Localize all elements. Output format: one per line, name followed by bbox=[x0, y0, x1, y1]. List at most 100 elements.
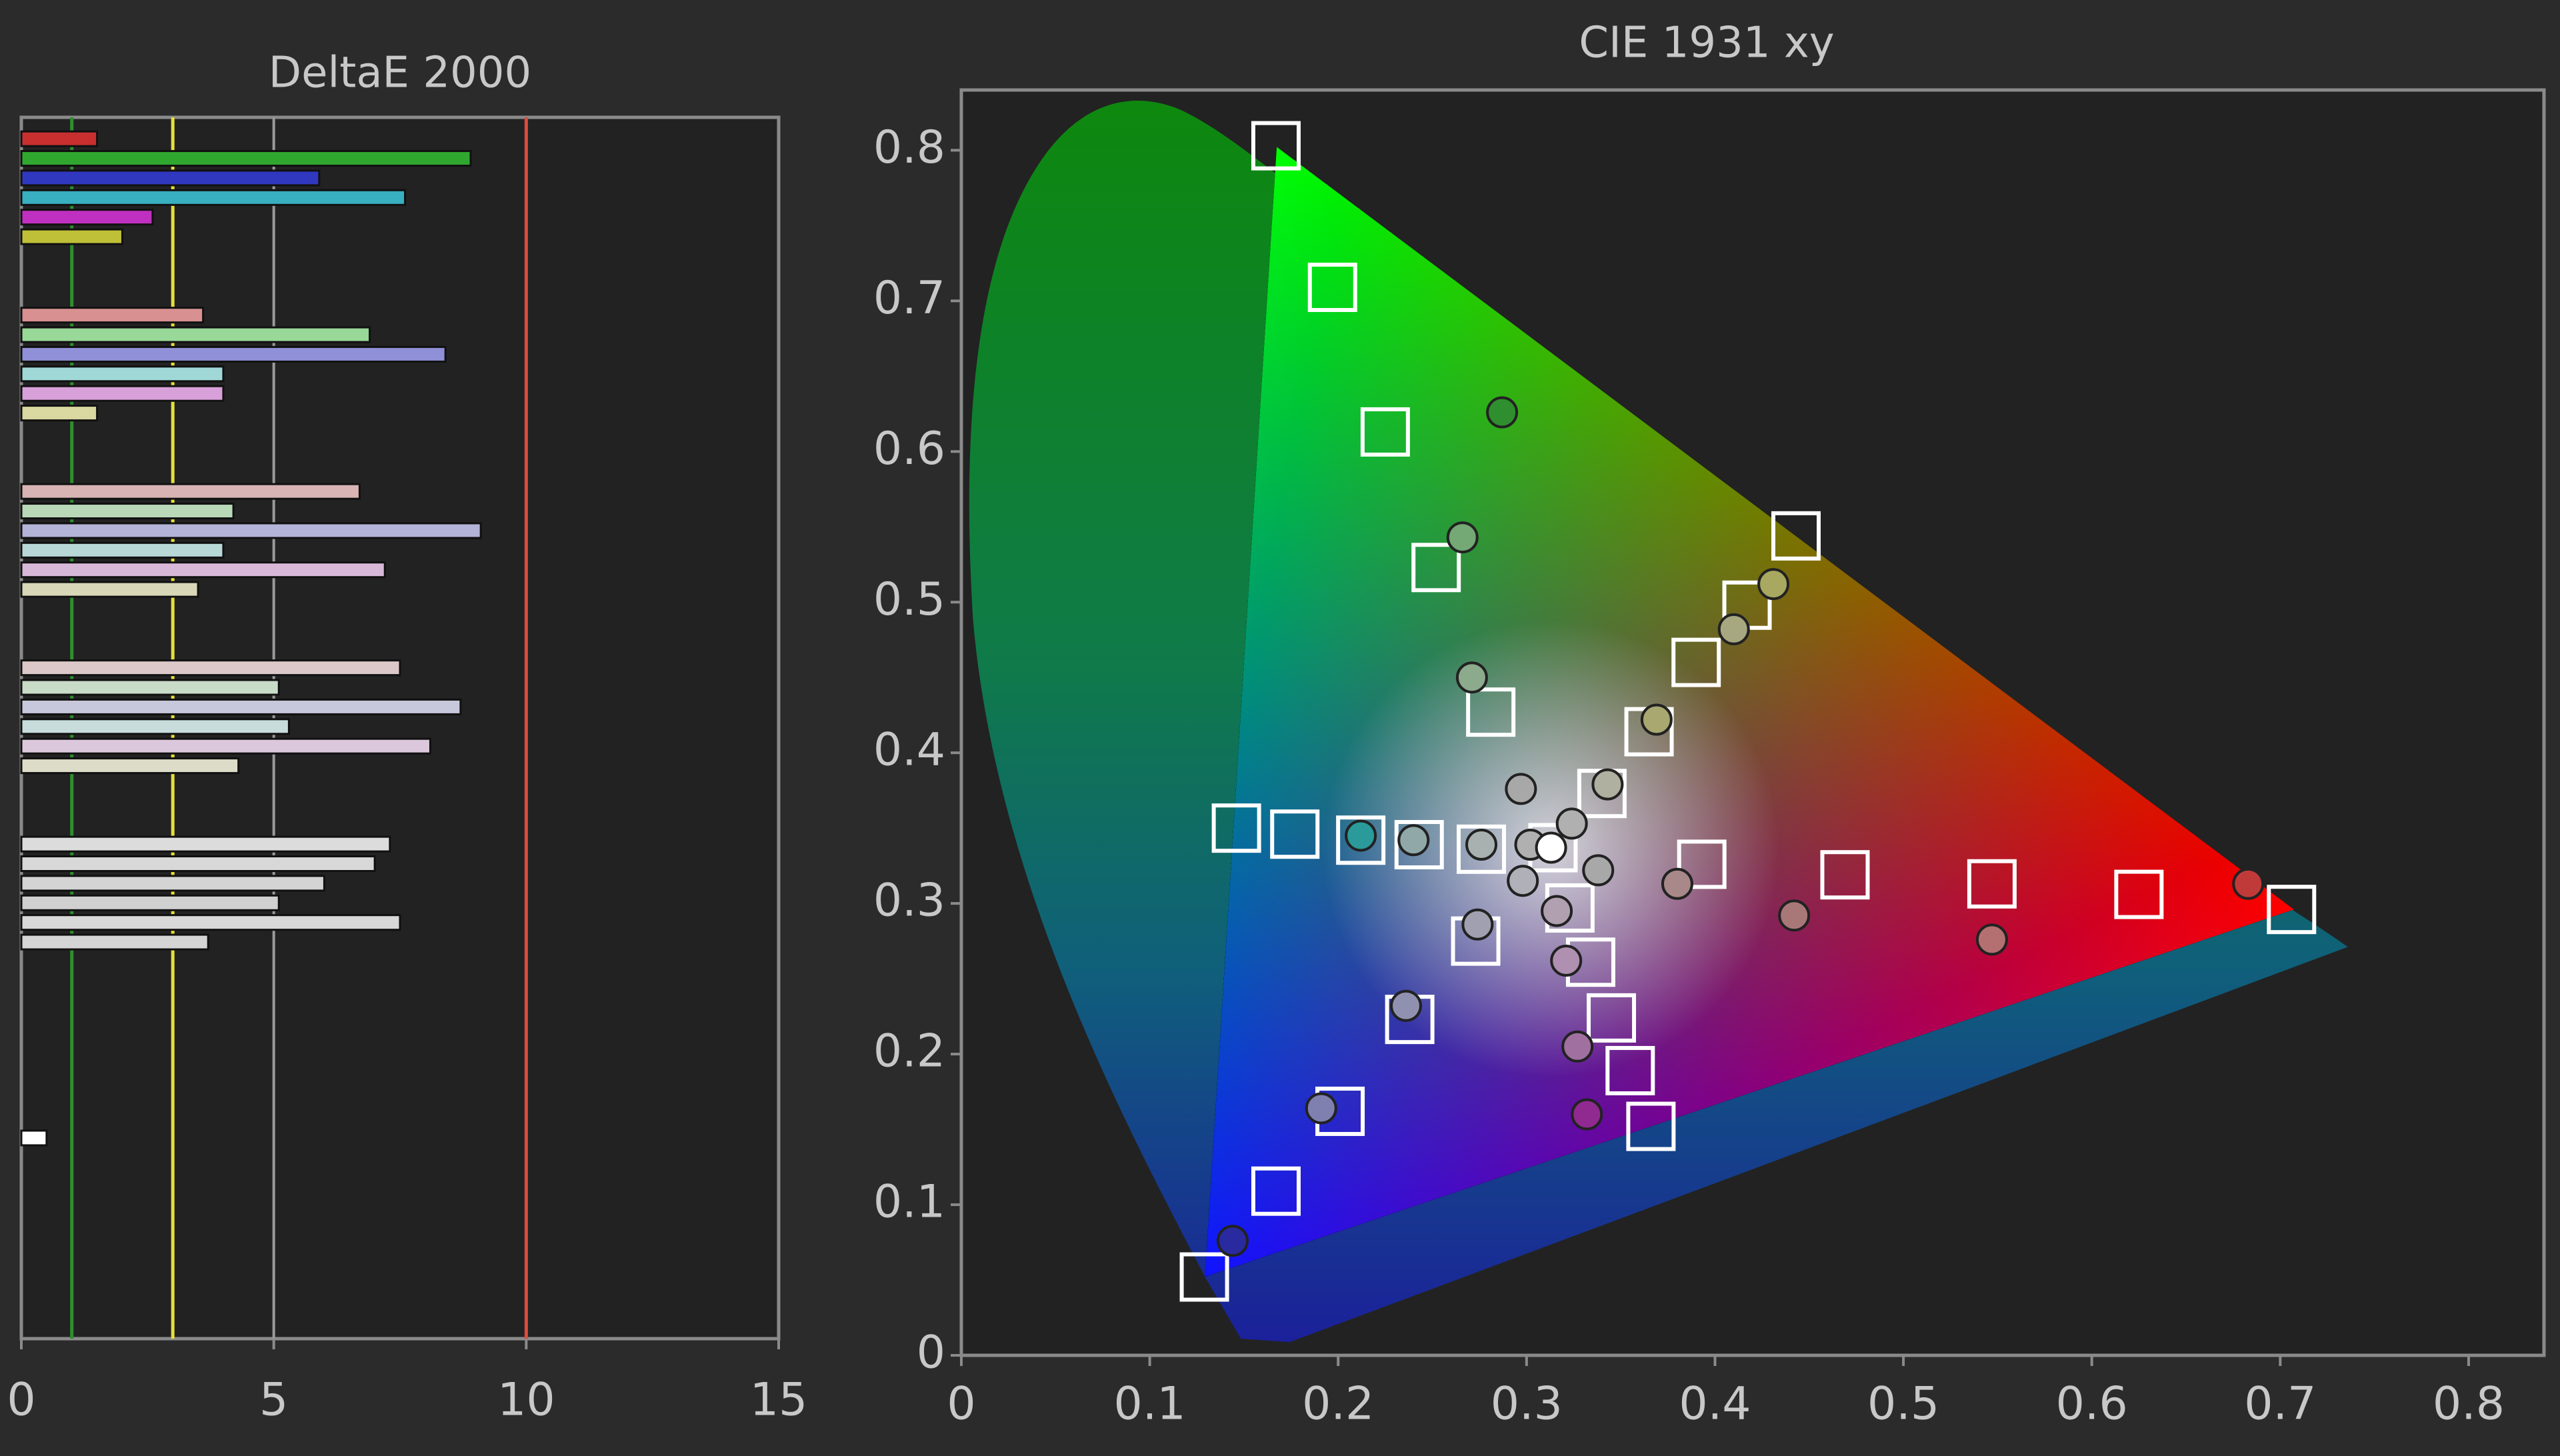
measured-point bbox=[1305, 1092, 1337, 1125]
y-tick-label: 0.5 bbox=[873, 573, 945, 626]
measured-point bbox=[1216, 1225, 1249, 1257]
bar bbox=[20, 914, 401, 931]
measured-point bbox=[1505, 773, 1537, 805]
target-marker bbox=[2267, 885, 2317, 935]
bar bbox=[20, 169, 321, 187]
x-tick-label: 0.4 bbox=[1679, 1378, 1751, 1431]
x-tick-label: 0.2 bbox=[1302, 1378, 1374, 1431]
y-tick-label: 0.2 bbox=[873, 1025, 945, 1078]
y-tick-label: 0.4 bbox=[873, 724, 945, 777]
x-tick-label: 0.5 bbox=[1867, 1378, 1939, 1431]
measured-point bbox=[1975, 923, 2008, 956]
target-marker bbox=[1360, 407, 1410, 457]
target-marker bbox=[1179, 1252, 1229, 1302]
measured-point bbox=[1571, 1098, 1603, 1131]
measured-point bbox=[2232, 867, 2265, 900]
target-marker bbox=[1626, 1101, 1676, 1151]
target-marker bbox=[1457, 824, 1507, 874]
x-tick-label: 0.8 bbox=[2433, 1378, 2505, 1431]
measured-point bbox=[1486, 396, 1519, 429]
measured-point bbox=[1455, 661, 1488, 694]
y-tick-label: 0.7 bbox=[873, 272, 945, 325]
bar bbox=[20, 483, 361, 500]
bar bbox=[20, 345, 447, 363]
x-tick-label: 5 bbox=[259, 1374, 288, 1427]
bar bbox=[20, 405, 99, 422]
target-marker bbox=[1251, 1166, 1301, 1216]
bar bbox=[20, 894, 280, 911]
bar bbox=[20, 933, 209, 951]
bar bbox=[20, 130, 99, 147]
target-marker bbox=[1605, 1045, 1655, 1095]
measured-point bbox=[1550, 945, 1583, 977]
triangle-white bbox=[1205, 147, 2294, 1277]
measured-point bbox=[1582, 854, 1615, 887]
target-marker bbox=[1336, 815, 1386, 865]
target-marker bbox=[1820, 850, 1870, 900]
target-marker bbox=[1394, 820, 1444, 870]
y-tick-label: 0.8 bbox=[873, 121, 945, 174]
measured-point bbox=[1507, 865, 1539, 897]
target-marker bbox=[1411, 543, 1461, 593]
measured-point bbox=[1345, 819, 1377, 852]
x-tick-label: 0 bbox=[947, 1378, 975, 1431]
bar bbox=[20, 757, 240, 775]
x-tick-label: 0 bbox=[7, 1374, 35, 1427]
x-tick-label: 15 bbox=[750, 1374, 808, 1427]
y-tick-label: 0 bbox=[917, 1327, 945, 1379]
target-marker bbox=[1587, 993, 1637, 1043]
target-marker bbox=[1270, 809, 1320, 859]
y-tick-label: 0.1 bbox=[873, 1176, 945, 1229]
bar bbox=[20, 855, 376, 873]
bar bbox=[20, 228, 123, 245]
chart-title: DeltaE 2000 bbox=[269, 49, 531, 98]
chart-title: CIE 1931 xy bbox=[1579, 19, 1834, 68]
measured-point bbox=[1561, 1030, 1594, 1063]
bar bbox=[20, 581, 199, 598]
x-tick-label: 10 bbox=[497, 1374, 555, 1427]
measured-point bbox=[1555, 807, 1588, 840]
target-marker bbox=[1251, 121, 1301, 171]
measured-point bbox=[1465, 829, 1498, 861]
measured-point bbox=[1757, 568, 1790, 601]
target-marker bbox=[1211, 803, 1261, 853]
bar bbox=[20, 307, 205, 324]
x-tick-label: 0.1 bbox=[1114, 1378, 1186, 1431]
measured-point bbox=[1661, 867, 1693, 900]
measured-point bbox=[1535, 831, 1567, 864]
measured-point bbox=[1389, 989, 1422, 1022]
bar bbox=[20, 1129, 48, 1147]
measured-point bbox=[1640, 703, 1673, 736]
target-marker bbox=[1307, 262, 1357, 312]
y-tick-label: 0.6 bbox=[873, 423, 945, 475]
bar bbox=[20, 541, 225, 559]
bar bbox=[20, 835, 391, 853]
measured-point bbox=[1717, 613, 1750, 645]
measured-point bbox=[1591, 768, 1624, 801]
bar bbox=[20, 718, 290, 735]
target-marker bbox=[2114, 869, 2164, 919]
bar bbox=[20, 503, 235, 520]
bar bbox=[20, 522, 482, 539]
measured-point bbox=[1397, 824, 1430, 857]
bar bbox=[20, 365, 225, 383]
target-marker bbox=[1967, 859, 2017, 909]
x-tick-label: 0.6 bbox=[2056, 1378, 2128, 1431]
bar bbox=[20, 875, 325, 892]
bar bbox=[20, 659, 401, 677]
x-tick-label: 0.3 bbox=[1491, 1378, 1563, 1431]
bar bbox=[20, 189, 407, 206]
measured-point bbox=[1461, 908, 1494, 941]
measured-point bbox=[1778, 899, 1811, 932]
bar bbox=[20, 737, 431, 755]
bar bbox=[20, 150, 472, 167]
measured-point bbox=[1541, 895, 1573, 927]
bar bbox=[20, 385, 225, 402]
gamut-triangle bbox=[1205, 147, 2294, 1277]
bar bbox=[20, 209, 154, 226]
target-marker bbox=[1771, 511, 1821, 561]
target-marker bbox=[1677, 839, 1727, 889]
bar bbox=[20, 679, 280, 696]
